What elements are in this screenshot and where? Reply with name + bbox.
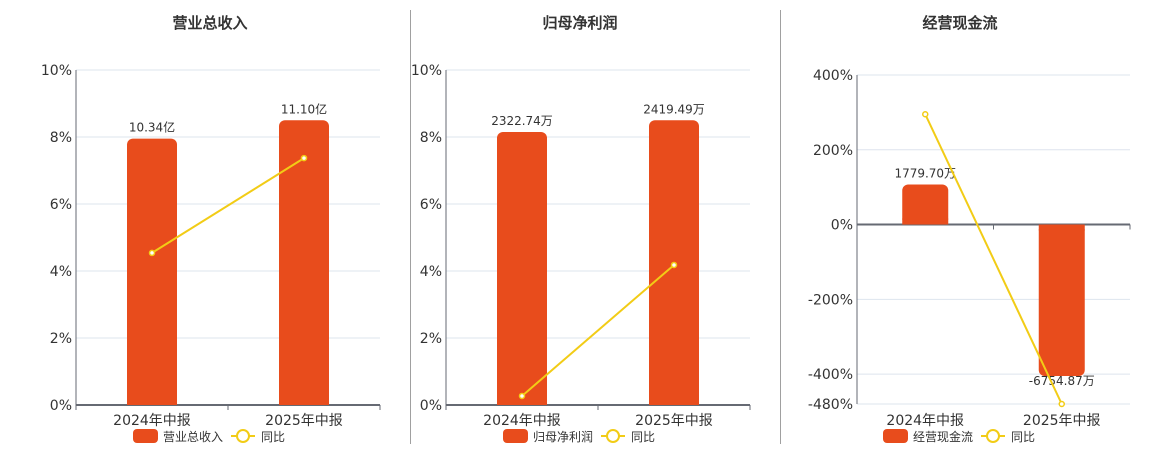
y-tick-label: 2% [50,331,72,347]
x-category-label: 2024年中报 [113,413,191,429]
y-tick-label: 10% [41,63,72,79]
bar-value-label: 1779.70万 [894,167,956,181]
legend-line-swatch[interactable] [236,429,250,443]
chart-title: 营业总收入 [172,14,247,32]
y-tick-label: 6% [420,197,442,213]
bar[interactable] [1038,224,1085,376]
chart-title: 经营现金流 [922,14,997,32]
yoy-point[interactable] [1058,400,1065,408]
bar-value-label: 10.34亿 [129,120,175,135]
y-tick-label: 200% [813,143,853,159]
legend: 归母净利润 同比 [503,429,655,444]
y-tick-label: 6% [50,197,72,213]
yoy-point[interactable] [922,111,929,118]
legend-bar-label[interactable]: 营业总收入 [163,430,223,444]
yoy-point[interactable] [300,154,308,162]
legend-bar-label[interactable]: 归母净利润 [533,430,593,444]
bar[interactable] [902,184,949,225]
chart-panel-2: 归母净利润 0% 2% 4% 6% 8% 10% 2024年中报 2025年中报 2322.74万… [411,14,751,444]
bar[interactable] [127,138,177,406]
y-tick-label: -200% [808,292,853,308]
yoy-line [924,113,1063,405]
yoy-point[interactable] [670,261,678,269]
y-tick-label: 2% [420,331,442,347]
y-tick-label: -480% [808,397,853,413]
yoy-point[interactable] [518,392,526,400]
legend-line-label[interactable]: 同比 [1011,430,1035,444]
y-tick-label: 0% [420,398,442,414]
y-tick-label: 10% [411,63,442,79]
legend: 经营现金流 同比 [883,429,1035,444]
legend-line-label[interactable]: 同比 [631,430,655,444]
bar-value-label: 2419.49万 [643,102,705,116]
legend-bar-swatch[interactable] [133,429,158,443]
y-tick-label: 400% [813,68,853,84]
y-tick-label: 8% [50,130,72,146]
x-category-label: 2024年中报 [886,413,964,429]
x-category-label: 2025年中报 [1023,413,1101,429]
legend-line-swatch[interactable] [606,429,620,443]
legend-bar-label[interactable]: 经营现金流 [913,429,973,444]
yoy-line [151,157,305,254]
y-tick-label: 8% [420,130,442,146]
bar-value-label: -6754.87万 [1029,374,1095,388]
bar-value-label: 2322.74万 [491,114,553,128]
legend-line-label[interactable]: 同比 [261,430,285,444]
yoy-point[interactable] [148,249,156,257]
bar[interactable] [497,131,547,405]
chart-panel-1: 营业总收入 0% 2% 4% 6% 8% 10% 2024年中报 2025年中报 10.34亿 11… [41,14,381,444]
chart-title: 归母净利润 [542,14,617,32]
y-tick-label: -400% [808,367,853,383]
panel-divider-2 [780,10,781,444]
legend: 营业总收入 同比 [133,429,285,444]
x-category-label: 2025年中报 [635,413,713,429]
x-category-label: 2025年中报 [265,413,343,429]
y-tick-label: 0% [50,398,72,414]
y-tick-label: 4% [50,264,72,280]
y-tick-label: 0% [831,218,853,234]
chart-panel-3: 经营现金流 -480% -400% -200% 0% 200% 400% 2024年中报 202… [808,14,1131,444]
legend-bar-swatch[interactable] [883,429,908,443]
legend-line-swatch[interactable] [986,429,1000,443]
x-category-label: 2024年中报 [483,413,561,429]
yoy-line [521,264,675,397]
bar[interactable] [279,120,329,405]
legend-bar-swatch[interactable] [503,429,528,443]
y-tick-label: 4% [420,264,442,280]
bar-value-label: 11.10亿 [281,101,327,116]
panel-divider-1 [410,10,411,444]
